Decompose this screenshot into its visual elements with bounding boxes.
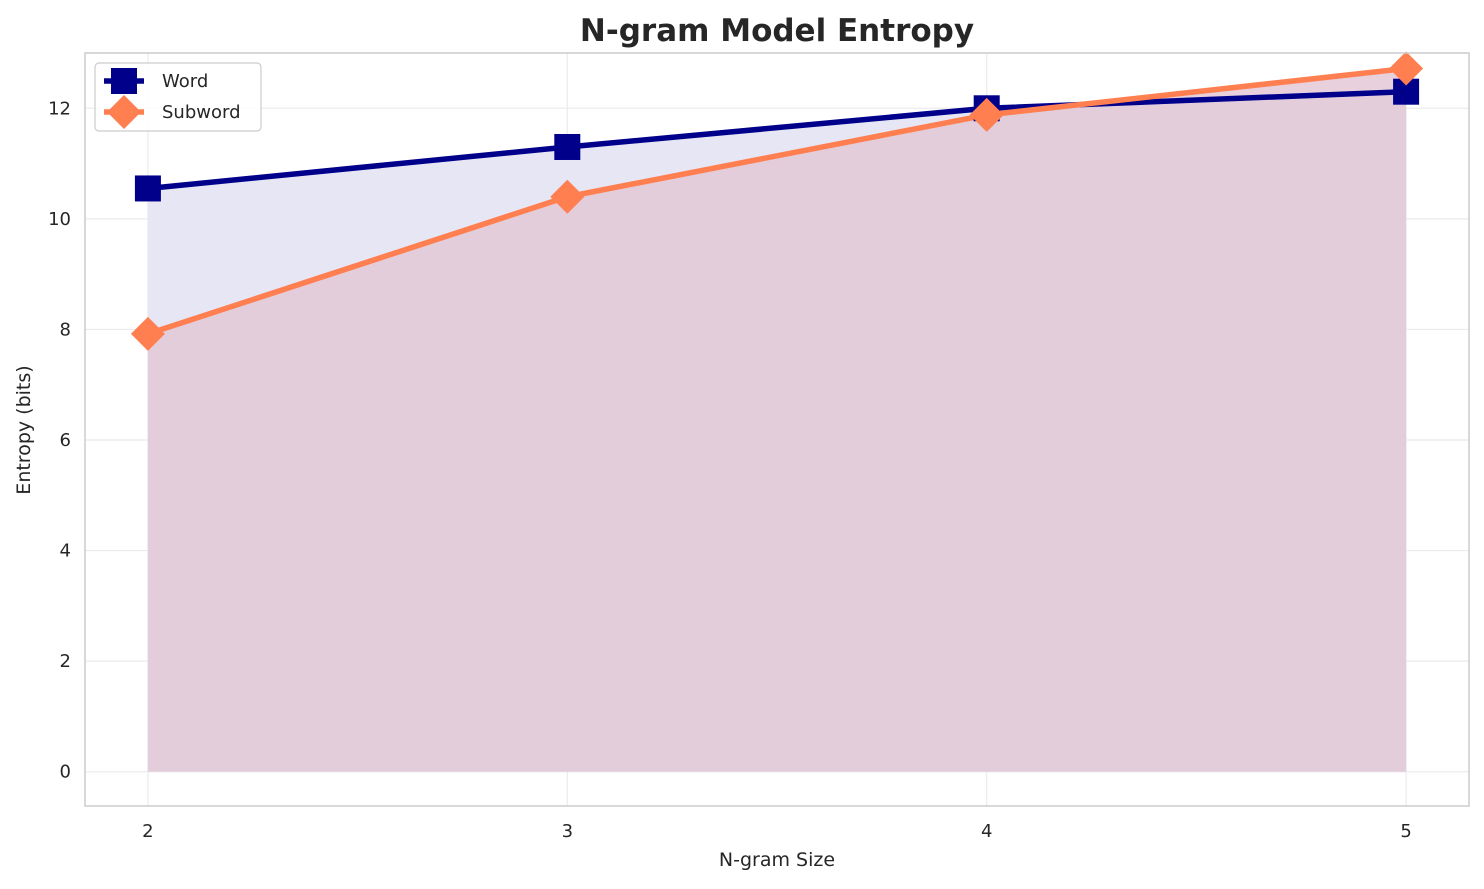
y-tick-label: 0 — [60, 762, 71, 783]
x-tick-label: 4 — [981, 821, 992, 842]
area-fill-subword — [147, 68, 1407, 772]
legend-label-subword: Subword — [162, 102, 241, 123]
y-tick-label: 6 — [60, 430, 71, 451]
y-tick-label: 2 — [60, 651, 71, 672]
data-point-word — [554, 133, 581, 160]
y-tick-label: 4 — [60, 541, 71, 562]
data-point-word — [134, 175, 161, 202]
plot-frame — [84, 52, 1470, 807]
series-line-layer — [145, 65, 1409, 337]
legend-label-word: Word — [162, 71, 208, 92]
legend: Word Subword — [94, 62, 262, 132]
x-tick-label: 3 — [562, 821, 573, 842]
legend-marker-subword — [107, 95, 141, 129]
area-fill-layer — [147, 68, 1407, 772]
marker-layer — [130, 51, 1424, 351]
series-line-word — [145, 88, 1409, 192]
y-axis-label: Entropy (bits) — [13, 365, 35, 494]
series-line-subword — [145, 65, 1409, 337]
chart-title: N-gram Model Entropy — [580, 13, 974, 49]
data-point-subword — [1389, 51, 1424, 86]
y-tick-label: 12 — [48, 98, 71, 119]
legend-marker-word — [111, 68, 137, 94]
tick-label-layer: 0 2 4 6 8 10 12 2 3 4 5 — [48, 98, 1412, 842]
x-axis-label: N-gram Size — [719, 849, 835, 871]
x-tick-label: 2 — [142, 821, 153, 842]
y-tick-label: 8 — [60, 319, 71, 340]
data-point-subword — [550, 179, 585, 214]
y-tick-label: 10 — [48, 209, 71, 230]
data-point-subword — [130, 316, 165, 351]
data-point-subword — [969, 97, 1004, 132]
x-tick-label: 5 — [1400, 821, 1411, 842]
